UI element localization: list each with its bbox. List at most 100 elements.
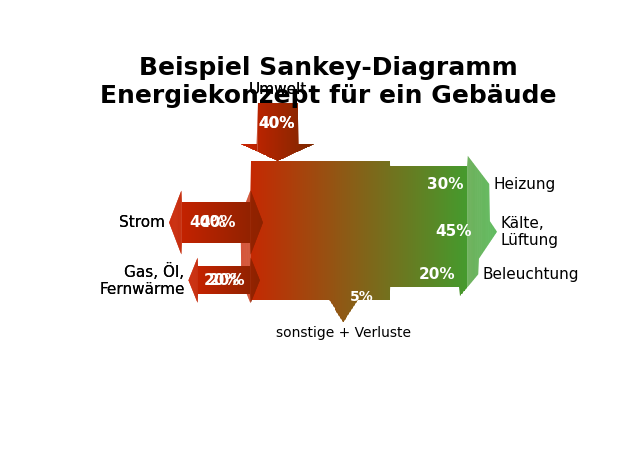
Polygon shape xyxy=(336,161,337,312)
Polygon shape xyxy=(243,207,244,287)
Polygon shape xyxy=(370,161,371,299)
Polygon shape xyxy=(356,161,357,302)
Polygon shape xyxy=(448,166,449,287)
Polygon shape xyxy=(388,161,389,299)
Polygon shape xyxy=(273,103,274,159)
Polygon shape xyxy=(453,166,454,287)
Polygon shape xyxy=(283,103,284,158)
Polygon shape xyxy=(483,176,484,252)
Polygon shape xyxy=(401,166,402,287)
Polygon shape xyxy=(471,160,472,283)
Polygon shape xyxy=(286,103,287,157)
Polygon shape xyxy=(366,161,367,299)
Polygon shape xyxy=(294,103,295,154)
Polygon shape xyxy=(333,161,334,308)
Polygon shape xyxy=(365,161,366,299)
Polygon shape xyxy=(275,103,276,160)
Polygon shape xyxy=(467,156,468,287)
Polygon shape xyxy=(276,103,277,161)
Polygon shape xyxy=(464,166,465,291)
Polygon shape xyxy=(254,161,255,299)
Polygon shape xyxy=(286,103,287,157)
Polygon shape xyxy=(270,103,271,158)
Polygon shape xyxy=(394,166,395,287)
Polygon shape xyxy=(493,227,494,237)
Polygon shape xyxy=(254,144,255,150)
Polygon shape xyxy=(290,161,291,299)
Polygon shape xyxy=(307,144,308,147)
Polygon shape xyxy=(250,144,251,149)
Polygon shape xyxy=(260,161,261,299)
Polygon shape xyxy=(372,161,373,299)
Polygon shape xyxy=(379,161,380,299)
Polygon shape xyxy=(378,161,379,299)
Polygon shape xyxy=(459,166,460,287)
Polygon shape xyxy=(266,103,268,156)
Polygon shape xyxy=(371,161,372,299)
Polygon shape xyxy=(277,103,278,161)
Text: 30%: 30% xyxy=(427,176,463,192)
Polygon shape xyxy=(430,166,431,287)
Polygon shape xyxy=(375,161,376,299)
Polygon shape xyxy=(243,144,244,145)
Polygon shape xyxy=(285,103,286,158)
Polygon shape xyxy=(256,144,257,151)
Text: Umwelt: Umwelt xyxy=(248,82,307,97)
Polygon shape xyxy=(296,161,297,299)
Polygon shape xyxy=(422,166,423,287)
Polygon shape xyxy=(303,144,305,149)
Polygon shape xyxy=(269,103,270,158)
Polygon shape xyxy=(300,144,301,151)
Polygon shape xyxy=(428,166,429,287)
Polygon shape xyxy=(238,221,239,224)
Polygon shape xyxy=(301,161,302,299)
Polygon shape xyxy=(309,144,310,147)
Polygon shape xyxy=(298,144,300,151)
Polygon shape xyxy=(264,103,265,155)
Polygon shape xyxy=(262,161,263,299)
Polygon shape xyxy=(259,103,260,153)
Polygon shape xyxy=(472,162,473,281)
Polygon shape xyxy=(274,103,275,159)
Polygon shape xyxy=(357,161,358,301)
Polygon shape xyxy=(273,161,274,299)
Polygon shape xyxy=(387,161,388,299)
Polygon shape xyxy=(389,161,390,299)
Polygon shape xyxy=(469,158,470,285)
Polygon shape xyxy=(411,166,412,287)
Polygon shape xyxy=(250,144,251,149)
Polygon shape xyxy=(436,166,437,287)
Polygon shape xyxy=(298,144,300,151)
Polygon shape xyxy=(359,161,360,299)
Polygon shape xyxy=(251,161,252,299)
Polygon shape xyxy=(324,161,325,299)
Polygon shape xyxy=(415,166,416,287)
Polygon shape xyxy=(347,161,348,317)
Polygon shape xyxy=(381,161,382,299)
Text: 40%: 40% xyxy=(199,215,236,230)
Polygon shape xyxy=(248,144,250,148)
Text: 20%: 20% xyxy=(209,273,246,288)
Polygon shape xyxy=(271,161,272,299)
Polygon shape xyxy=(273,103,274,159)
Polygon shape xyxy=(343,161,344,322)
Polygon shape xyxy=(307,161,308,299)
Polygon shape xyxy=(316,161,317,299)
Polygon shape xyxy=(399,166,400,287)
Polygon shape xyxy=(239,217,240,228)
Polygon shape xyxy=(262,103,263,154)
Polygon shape xyxy=(261,103,262,154)
Polygon shape xyxy=(312,144,314,145)
Polygon shape xyxy=(251,144,252,149)
Polygon shape xyxy=(282,103,283,159)
Polygon shape xyxy=(269,161,270,299)
Polygon shape xyxy=(243,144,244,145)
Polygon shape xyxy=(418,166,419,287)
Polygon shape xyxy=(420,166,421,287)
Polygon shape xyxy=(294,103,295,154)
Polygon shape xyxy=(270,103,271,158)
Polygon shape xyxy=(470,159,471,284)
Polygon shape xyxy=(302,161,303,299)
Polygon shape xyxy=(307,144,308,147)
Polygon shape xyxy=(488,183,489,244)
